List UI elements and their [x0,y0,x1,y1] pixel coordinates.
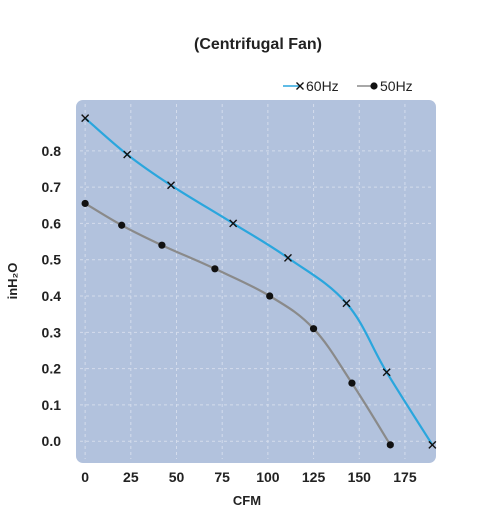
y-tick-label: 0.6 [42,215,62,231]
x-tick-label: 0 [81,469,89,485]
x-tick-label: 25 [123,469,139,485]
y-tick-label: 0.1 [42,397,62,413]
x-axis-label: CFM [233,493,261,508]
legend-marker [370,82,378,90]
y-tick-label: 0.3 [42,324,62,340]
grid-lines [80,104,432,459]
y-tick-label: 0.5 [42,252,62,268]
chart-title: (Centrifugal Fan) [194,36,322,53]
data-point-60hz [342,299,351,308]
x-tick-label: 75 [214,469,230,485]
data-point-50hz [81,199,89,208]
data-point-50hz [266,292,274,300]
y-tick-label: 0.7 [42,179,62,195]
axis-ticks: 0.0 0.1 0.2 0.3 0.4 0.5 0.6 0.7 0.8 0 25 50 75 100 125… [42,143,417,485]
data-point-50hz [118,221,126,229]
data-point-60hz [229,219,238,228]
legend-label: 50Hz [380,78,413,94]
x-tick-label: 175 [393,469,417,485]
data-point-50hz [386,441,394,449]
y-tick-label: 0.0 [42,433,62,449]
data-point-60hz [428,440,437,449]
x-tick-label: 50 [169,469,185,485]
plot-area [76,100,436,463]
data-point-60hz [283,253,292,262]
data-point-60hz [123,150,132,159]
x-tick-label: 100 [256,469,280,485]
data-point-60hz [81,114,90,123]
data-point-50hz [211,265,219,273]
series-50hz [81,199,394,449]
y-tick-label: 0.8 [42,143,62,159]
legend-entry-60hz: 60Hz [283,78,339,94]
y-axis-label: inH₂O [5,263,20,300]
series-layer [81,114,437,449]
legend-label: 60Hz [306,78,339,94]
legend-marker [296,82,304,90]
data-point-60hz [382,368,391,377]
data-point-50hz [158,241,166,249]
chart-legend: 60Hz 50Hz [283,78,413,94]
data-point-60hz [167,181,176,190]
x-tick-label: 150 [348,469,372,485]
legend-entry-50hz: 50Hz [357,78,413,94]
y-tick-label: 0.2 [42,361,62,377]
data-point-50hz [309,325,318,333]
series-60hz [81,114,437,449]
y-tick-label: 0.4 [42,288,62,304]
data-point-50hz [348,379,356,387]
x-tick-label: 125 [302,469,326,485]
